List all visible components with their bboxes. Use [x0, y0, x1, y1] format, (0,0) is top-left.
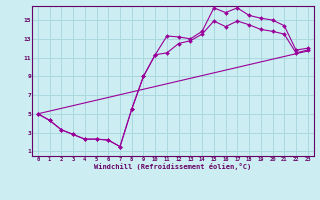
X-axis label: Windchill (Refroidissement éolien,°C): Windchill (Refroidissement éolien,°C)	[94, 163, 252, 170]
